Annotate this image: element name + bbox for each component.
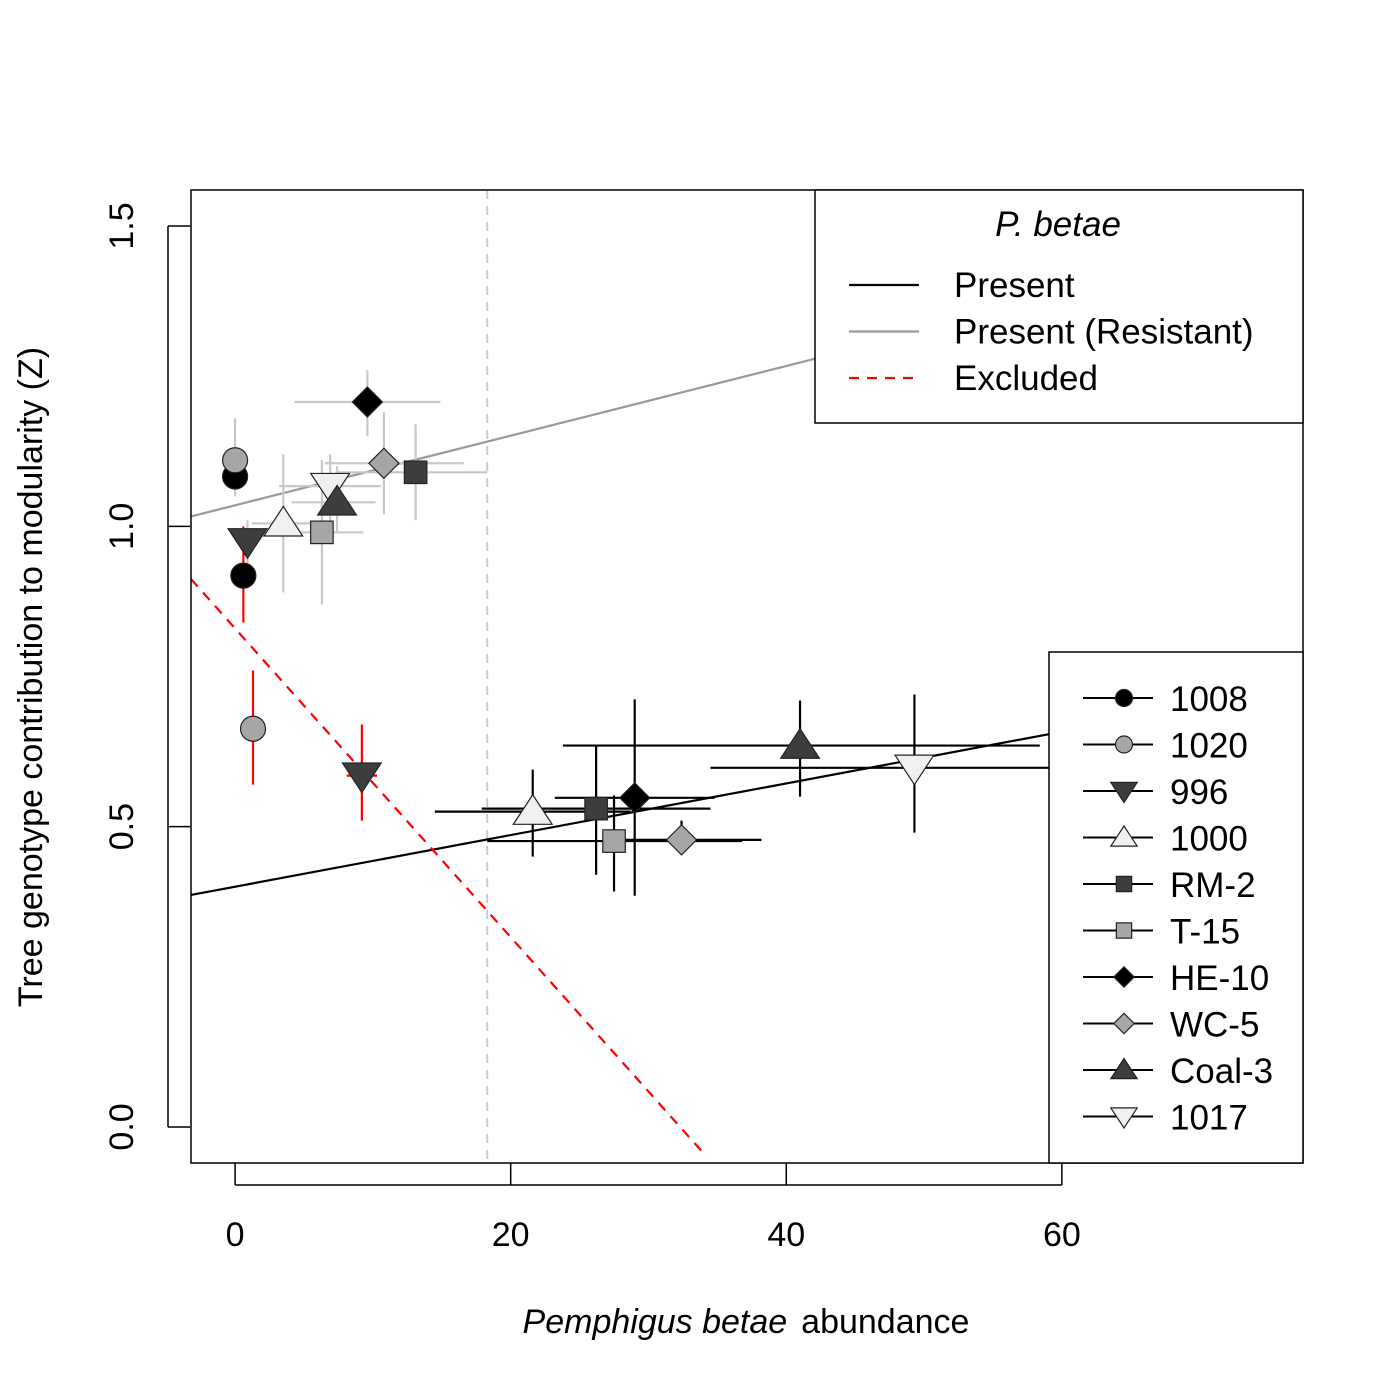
legend-genotype-marker-1017 [1109,1107,1139,1130]
point-present-resistant-wc-5 [368,447,400,480]
point-excluded-996 [341,762,383,794]
legend-genotype-marker-996 [1109,781,1139,804]
regression-line-excluded [190,578,708,1158]
points-layer [221,386,935,856]
legend-treatment-title: P. betae [995,205,1121,244]
point-present-he-10 [618,781,651,814]
legend-genotype-label-996: 996 [1170,773,1228,812]
point-present-resistant-coal-3 [316,484,358,516]
point-present-1017 [893,754,935,786]
point-excluded-1008 [230,562,257,589]
point-present-1000 [512,793,554,825]
x-axis: 0 20 40 60 [226,1163,1081,1254]
point-present-rm-2 [584,796,608,821]
legend-genotype-marker-1000 [1109,824,1139,847]
legend-genotype-label-1017: 1017 [1170,1099,1248,1138]
point-present-resistant-1017 [309,472,351,505]
regression-line-present [190,728,1075,897]
point-excluded-1020 [239,715,267,742]
point-present-resistant-1000 [262,505,304,537]
legend-genotype-marker-rm-2 [1115,875,1133,893]
legend-genotype-label-he-10: HE-10 [1170,959,1269,998]
legend-label-excluded: Excluded [954,359,1098,398]
x-axis-title: Pemphigus betae abundance [523,1303,970,1341]
legend-treatment-box [814,189,1304,424]
x-axis-title-species: Pemphigus betae [523,1303,788,1341]
legend-genotype-label-rm-2: RM-2 [1170,866,1256,905]
y-tick-label-1-0: 1.0 [103,503,141,550]
x-tick-label-20: 20 [492,1216,530,1254]
point-present-wc-5 [665,824,698,856]
x-axis-title-rest: abundance [801,1303,969,1341]
plot-lines-layer [190,190,1075,1163]
legend-genotype-marker-t-15 [1115,922,1133,939]
x-tick-label-0: 0 [226,1216,245,1254]
legend-genotype-label-1008: 1008 [1170,680,1248,719]
legend-genotype-marker-1008 [1114,688,1134,708]
point-present-resistant-996 [226,528,269,560]
legend-genotype-label-1000: 1000 [1170,820,1248,859]
legend-treatment: P. betae Present Present (Resistant) Exclu… [814,189,1304,424]
point-present-resistant-1020 [221,447,249,474]
point-present-resistant-rm-2 [403,460,428,485]
y-axis-title: Tree genotype contribution to modularity… [12,347,50,1007]
legend-label-present-resistant: Present (Resistant) [954,313,1254,352]
y-tick-label-1-5: 1.5 [103,202,141,249]
legend-genotype-box [1048,651,1304,1164]
point-present-resistant-t-15 [310,520,334,545]
legend-genotype-label-wc-5: WC-5 [1170,1006,1259,1045]
point-present-coal-3 [779,727,821,759]
legend-genotype: 1008 1020 996 1000 RM-2 T-15 HE-10 WC-5 Coal-3 10… [1048,651,1304,1164]
y-tick-label-0-0: 0.0 [103,1103,141,1150]
legend-genotype-label-t-15: T-15 [1170,913,1240,952]
point-present-t-15 [602,829,626,853]
y-axis: 0.0 0.5 1.0 1.5 [103,202,190,1151]
legend-genotype-marker-coal-3 [1109,1057,1139,1080]
legend-genotype-marker-1020 [1114,735,1134,754]
regression-line-resistant [190,355,823,518]
legend-label-present: Present [954,266,1075,305]
legend-genotype-label-1020: 1020 [1170,727,1248,766]
legend-genotype-label-coal-3: Coal-3 [1170,1052,1273,1091]
legend-genotype-marker-he-10 [1112,965,1136,989]
legend-genotype-marker-wc-5 [1112,1012,1136,1035]
y-tick-label-0-5: 0.5 [103,803,141,850]
point-present-resistant-he-10 [351,386,384,418]
x-tick-label-60: 60 [1043,1216,1081,1254]
errorbars-layer [233,370,1117,896]
x-tick-label-40: 40 [767,1216,805,1254]
